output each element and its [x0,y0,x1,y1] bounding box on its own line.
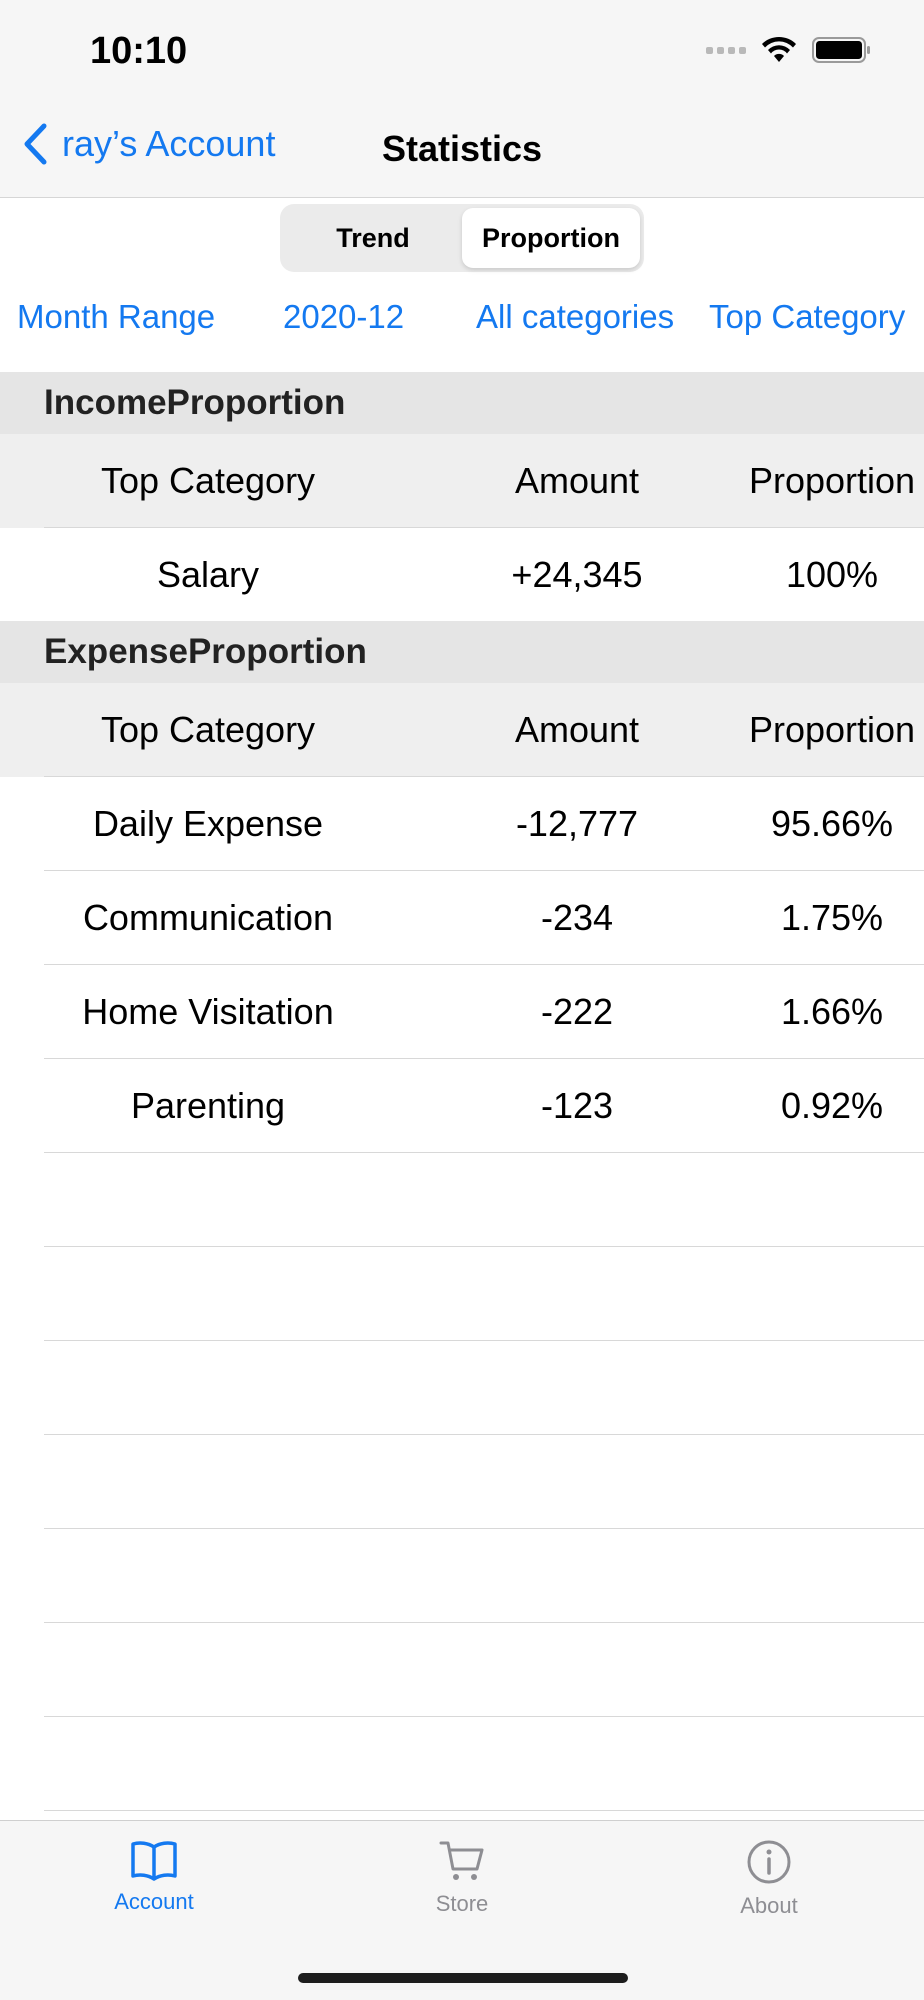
back-button[interactable]: ray’s Account [22,122,275,166]
tab-account[interactable]: Account [54,1839,254,1915]
chevron-left-icon [24,123,47,165]
empty-row-separator [44,1246,924,1247]
navigation-bar: ray’s Account Statistics [0,100,924,198]
income-column-header: Top Category Amount Proportion [0,434,924,528]
back-button-label: ray’s Account [62,123,276,164]
tab-about[interactable]: About [669,1839,869,1919]
row-amount: -12,777 [515,803,639,844]
segment-proportion[interactable]: Proportion [462,208,640,268]
row-category: Daily Expense [92,803,324,844]
cart-icon [439,1841,484,1880]
status-time: 10:10 [90,30,188,72]
row-category: Communication [82,897,334,938]
empty-row-separator [44,1622,924,1623]
row-category: Parenting [130,1085,286,1126]
empty-row-separator [44,1340,924,1341]
month-range-filter[interactable]: Month Range [17,298,216,335]
info-icon [747,1840,791,1884]
top-category-filter[interactable]: Top Category [709,298,906,335]
table-row[interactable]: Daily Expense -12,777 95.66% [0,777,924,871]
row-proportion: 95.66% [770,803,894,844]
table-row[interactable]: Parenting -123 0.92% [0,1059,924,1153]
battery-icon [812,37,870,63]
expense-column-header: Top Category Amount Proportion [0,683,924,777]
table-row[interactable]: Home Visitation -222 1.66% [0,965,924,1059]
tab-about-label: About [740,1893,798,1918]
row-proportion: 1.75% [780,897,884,938]
column-header-amount: Amount [514,460,640,501]
tab-account-label: Account [114,1889,194,1914]
book-icon [131,1841,177,1881]
status-bar: 10:10 [0,0,924,100]
row-proportion: 1.66% [780,991,884,1032]
page-title: Statistics [381,128,543,169]
table-row[interactable]: Communication -234 1.75% [0,871,924,965]
table-row[interactable]: Salary +24,345 100% [0,528,924,622]
column-header-proportion: Proportion [748,709,916,750]
column-header-amount: Amount [514,709,640,750]
tab-store-label: Store [435,1891,489,1916]
row-amount: -222 [540,991,614,1032]
tab-store[interactable]: Store [362,1839,562,1917]
row-amount: -123 [540,1085,614,1126]
view-segmented-control: Trend Proportion [280,204,644,272]
empty-row-separator [44,1434,924,1435]
column-header-category: Top Category [100,460,316,501]
row-amount: +24,345 [511,554,643,595]
home-indicator [298,1973,628,1983]
empty-row-separator [44,1716,924,1717]
segment-trend[interactable]: Trend [336,222,410,253]
row-category: Salary [156,554,260,595]
month-filter[interactable]: 2020-12 [283,298,405,335]
tab-bar: Account Store About [0,1820,924,2000]
status-icons [706,36,872,64]
empty-row-separator [44,1528,924,1529]
income-section-header: IncomeProportion [0,372,924,434]
row-proportion: 100% [785,554,879,595]
row-proportion: 0.92% [780,1085,884,1126]
expense-section-header: ExpenseProportion [0,621,924,683]
column-header-proportion: Proportion [748,460,916,501]
wifi-icon [762,36,796,62]
row-category: Home Visitation [82,991,334,1032]
cellular-signal-icon [706,46,746,54]
categories-filter[interactable]: All categories [476,298,675,335]
row-amount: -234 [540,897,614,938]
empty-row-separator [44,1810,924,1811]
filter-bar: Month Range 2020-12 All categories Top C… [0,298,924,352]
column-header-category: Top Category [100,709,316,750]
